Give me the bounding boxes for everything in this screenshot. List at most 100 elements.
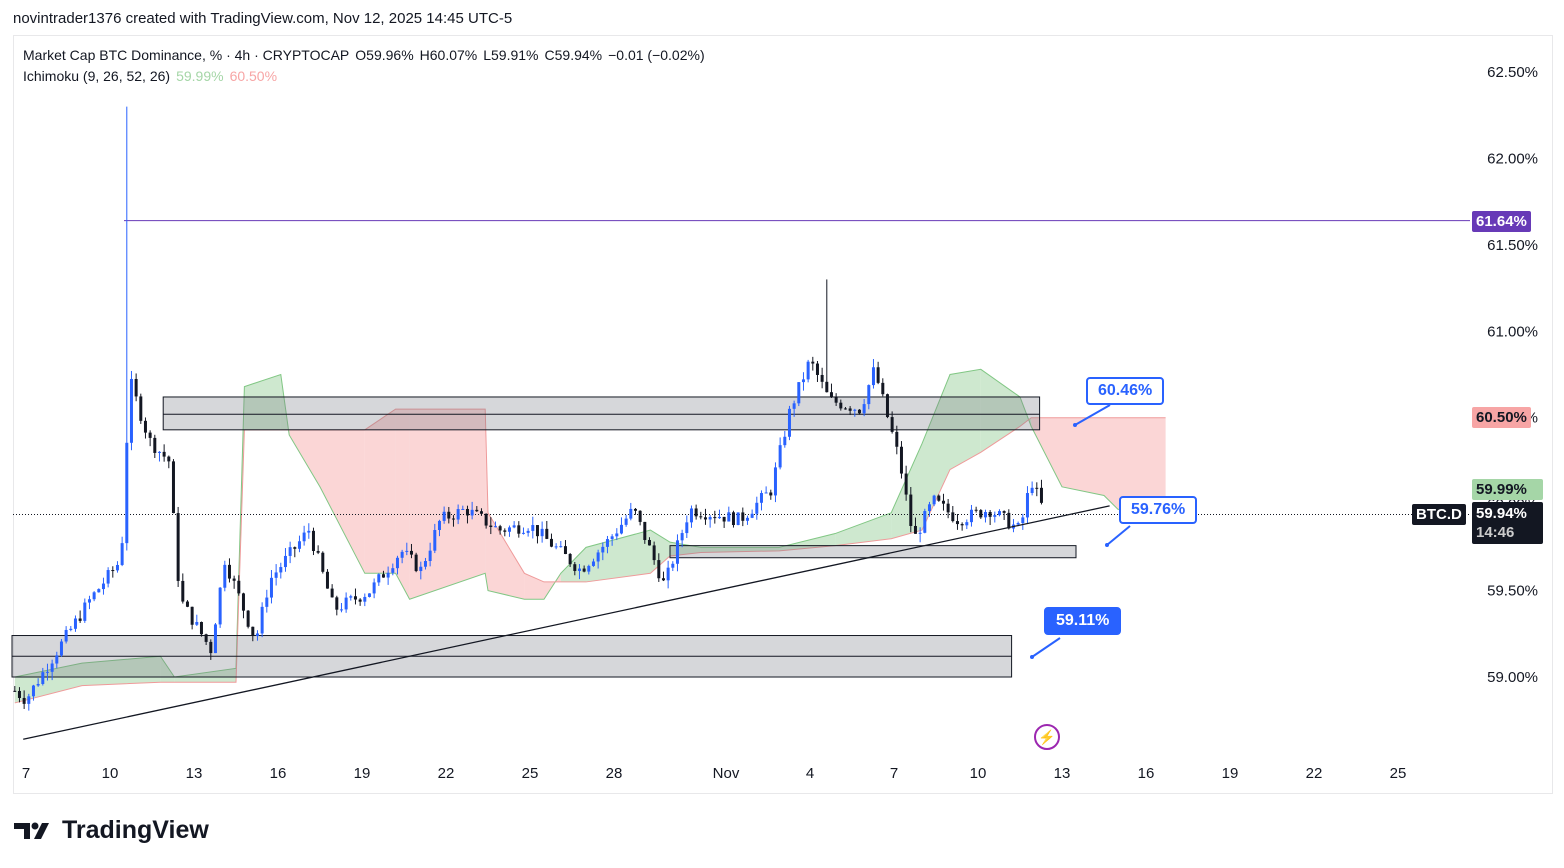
indicator-span-a: 59.99%: [176, 68, 224, 84]
candle-body: [689, 508, 693, 523]
ichimoku-cloud-segment: [1118, 417, 1166, 510]
logo-text: TradingView: [62, 816, 209, 844]
candle-body: [881, 382, 885, 395]
candle-body: [517, 525, 521, 534]
callout-anchor: [1105, 543, 1109, 547]
candle-body: [423, 560, 427, 567]
candle-body: [806, 361, 810, 380]
candle-body: [979, 510, 983, 518]
chart-panel[interactable]: [13, 35, 1553, 794]
candle-body: [890, 417, 894, 432]
candle-body: [1016, 523, 1020, 525]
candle-body: [815, 363, 819, 375]
ichimoku-cloud-segment: [485, 409, 488, 591]
ichimoku-cloud-segment: [586, 530, 651, 582]
candle-body: [745, 517, 749, 521]
candle-body: [489, 525, 493, 528]
ichimoku-cloud-segment: [409, 409, 486, 600]
candle-body: [237, 580, 241, 594]
candle-body: [741, 512, 745, 521]
candle-body: [820, 374, 824, 382]
lightning-icon[interactable]: ⚡: [1034, 724, 1060, 750]
candle-body: [195, 621, 199, 625]
candle-body: [223, 564, 227, 588]
ohlc-low: L59.91%: [483, 47, 539, 63]
x-axis-tick: 22: [1306, 765, 1323, 782]
candle-body: [493, 526, 497, 528]
candle-body: [36, 684, 40, 686]
candle-body: [400, 551, 404, 558]
candle-body: [59, 641, 63, 656]
candle-body: [549, 538, 553, 547]
candle-body: [330, 588, 334, 598]
callout-60-46[interactable]: 60.46%: [1086, 377, 1165, 405]
candle-body: [829, 392, 833, 397]
tradingview-logo[interactable]: TradingView: [14, 816, 209, 845]
candle-body: [615, 533, 619, 537]
candle-body: [69, 628, 73, 630]
trendline: [23, 505, 1110, 740]
candle-body: [241, 593, 245, 611]
candle-body: [577, 568, 581, 571]
candle-body: [153, 437, 157, 453]
callout-pointer: [1074, 404, 1111, 426]
indicator-name[interactable]: Ichimoku (9, 26, 52, 26): [23, 68, 171, 84]
callout-59-11[interactable]: 59.11%: [1044, 607, 1122, 635]
candle-body: [825, 381, 829, 393]
candle-body: [27, 696, 31, 704]
candle-body: [251, 626, 255, 637]
candle-body: [778, 445, 782, 468]
candle-body: [773, 467, 777, 496]
candle-body: [293, 547, 297, 549]
candle-body: [111, 570, 115, 572]
candle-body: [736, 512, 740, 526]
symbol-tag: BTC.D: [1412, 504, 1466, 525]
bar-countdown: 14:46: [1476, 524, 1515, 541]
price-tag-horizontal-line: 61.64%: [1472, 211, 1531, 232]
candle-body: [554, 546, 558, 548]
candle-body: [283, 555, 287, 568]
ichimoku-cloud-segment: [14, 663, 82, 703]
y-axis-tick: 61.50%: [1487, 237, 1538, 254]
symbol-info[interactable]: Market Cap BTC Dominance, % · 4h · CRYPT…: [23, 47, 350, 63]
candle-body: [755, 502, 759, 514]
candle-body: [703, 517, 707, 520]
callout-anchor: [1073, 423, 1077, 427]
candle-body: [414, 554, 418, 572]
candle-body: [143, 420, 147, 433]
candle-body: [307, 530, 311, 533]
candle-body: [568, 554, 572, 565]
x-axis-tick: 25: [1390, 765, 1407, 782]
candle-body: [456, 509, 460, 520]
candle-body: [647, 539, 651, 546]
candle-body: [713, 517, 717, 519]
candle-body: [951, 512, 955, 522]
ohlc-open: O59.96%: [355, 47, 414, 63]
candle-body: [563, 546, 567, 555]
ichimoku-cloud-segment: [289, 429, 320, 487]
candle-body: [1030, 487, 1034, 494]
candle-body: [316, 551, 320, 553]
x-axis-tick: 7: [22, 765, 30, 782]
chart-header: novintrader1376 created with TradingView…: [13, 10, 513, 27]
candle-body: [1007, 512, 1011, 529]
candle-body: [344, 597, 348, 610]
candle-body: [619, 524, 623, 534]
candle-body: [461, 508, 465, 510]
candle-body: [638, 510, 642, 522]
candle-body: [428, 550, 432, 561]
candle-body: [610, 536, 614, 540]
callout-59-76[interactable]: 59.76%: [1119, 496, 1198, 524]
candle-body: [671, 563, 675, 568]
candle-body: [157, 451, 161, 453]
candle-body: [937, 495, 941, 501]
candle-body: [372, 582, 376, 594]
candle-body: [255, 633, 259, 637]
candle-body: [148, 432, 152, 438]
candle-body: [167, 456, 171, 462]
candle-body: [629, 508, 633, 519]
candle-body: [591, 561, 595, 566]
candle-body: [321, 552, 325, 572]
candle-body: [484, 513, 488, 526]
